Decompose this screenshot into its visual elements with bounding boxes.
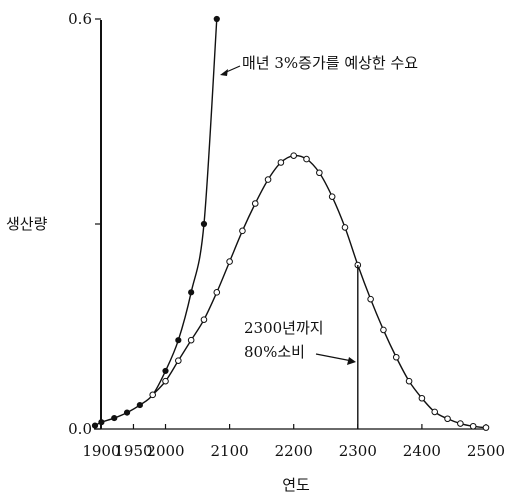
series-2-point xyxy=(150,392,156,398)
series-2-point xyxy=(393,354,399,360)
depletion-arrow-shaft xyxy=(316,354,352,361)
series-2-point xyxy=(265,177,271,183)
x-tick-label: 2000 xyxy=(146,442,184,460)
series-2-point xyxy=(304,156,310,162)
series-1-point xyxy=(99,420,104,425)
series-2-point xyxy=(240,228,246,234)
series-2-point xyxy=(163,378,169,384)
demand-arrow-head xyxy=(220,69,228,76)
x-tick-label: 2400 xyxy=(403,442,441,460)
series-2-point xyxy=(342,225,348,231)
series-1-point xyxy=(189,290,194,295)
series-1-point xyxy=(124,410,129,415)
series-2-line xyxy=(153,156,486,428)
series-2-point xyxy=(483,425,489,431)
depletion-label-line2: 80%소비 xyxy=(244,343,305,361)
series-2-point xyxy=(291,153,297,159)
series-2-point xyxy=(188,337,194,343)
series-2-point xyxy=(458,421,464,427)
series-1-point xyxy=(92,423,97,428)
series-1-line xyxy=(95,19,217,426)
series-2-point xyxy=(214,290,220,296)
series-1-point xyxy=(163,368,168,373)
series-2-point xyxy=(317,170,323,176)
series-1-point xyxy=(214,16,219,21)
series-2-point xyxy=(381,327,387,333)
series-2-point xyxy=(419,395,425,401)
y-tick-label: 0.0 xyxy=(68,420,92,438)
series-2-point xyxy=(227,259,233,265)
series xyxy=(92,16,488,430)
series-2-point xyxy=(406,378,412,384)
demand-label: 매년 3%증가를 예상한 수요 xyxy=(242,54,418,72)
series-2-point xyxy=(470,423,476,429)
series-2-point xyxy=(368,296,374,302)
depletion-arrow-head xyxy=(347,357,356,365)
x-tick-label: 2300 xyxy=(339,442,377,460)
series-1-point xyxy=(176,338,181,343)
x-tick-label: 2500 xyxy=(467,442,505,460)
axes xyxy=(94,20,488,429)
y-axis-title: 생산량 xyxy=(6,215,48,233)
depletion-label-line1: 2300년까지 xyxy=(244,319,324,337)
series-2-point xyxy=(201,317,207,323)
series-1-point xyxy=(112,415,117,420)
series-1-point xyxy=(201,221,206,226)
series-2-point xyxy=(432,409,438,415)
series-2-point xyxy=(445,416,451,422)
x-axis-title: 연도 xyxy=(282,476,310,494)
series-2-point xyxy=(176,358,182,364)
y-tick-label: 0.6 xyxy=(68,10,92,28)
x-tick-label: 2200 xyxy=(275,442,313,460)
x-tick-label: 2100 xyxy=(211,442,249,460)
series-1-point xyxy=(137,402,142,407)
series-2-point xyxy=(329,194,335,200)
series-2-point xyxy=(252,201,258,207)
series-2-point xyxy=(278,160,284,166)
